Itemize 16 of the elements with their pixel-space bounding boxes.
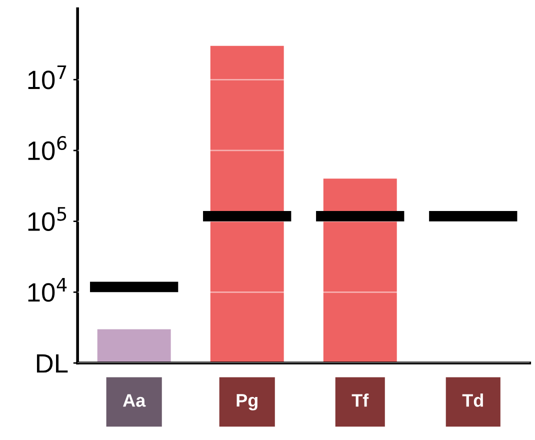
bar bbox=[316, 210, 404, 222]
y-tick-label: 10$^{5}$ bbox=[28, 207, 66, 231]
x-tick-label: Tf bbox=[352, 394, 369, 407]
y-tick-label: 10$^{6}$ bbox=[28, 136, 67, 160]
bar bbox=[429, 210, 518, 222]
bar bbox=[203, 210, 292, 222]
x-tick-label: Pg bbox=[236, 394, 258, 410]
bar bbox=[210, 46, 284, 363]
x-tick-label: Aa bbox=[122, 394, 146, 407]
y-tick-label: 10$^{7}$ bbox=[28, 65, 66, 90]
bar bbox=[90, 282, 178, 292]
bar bbox=[323, 178, 397, 363]
bar bbox=[97, 329, 171, 363]
x-tick-label: Td bbox=[462, 394, 483, 407]
y-tick-label: 10$^{4}$ bbox=[28, 278, 67, 302]
y-tick-label: DL bbox=[36, 354, 68, 373]
